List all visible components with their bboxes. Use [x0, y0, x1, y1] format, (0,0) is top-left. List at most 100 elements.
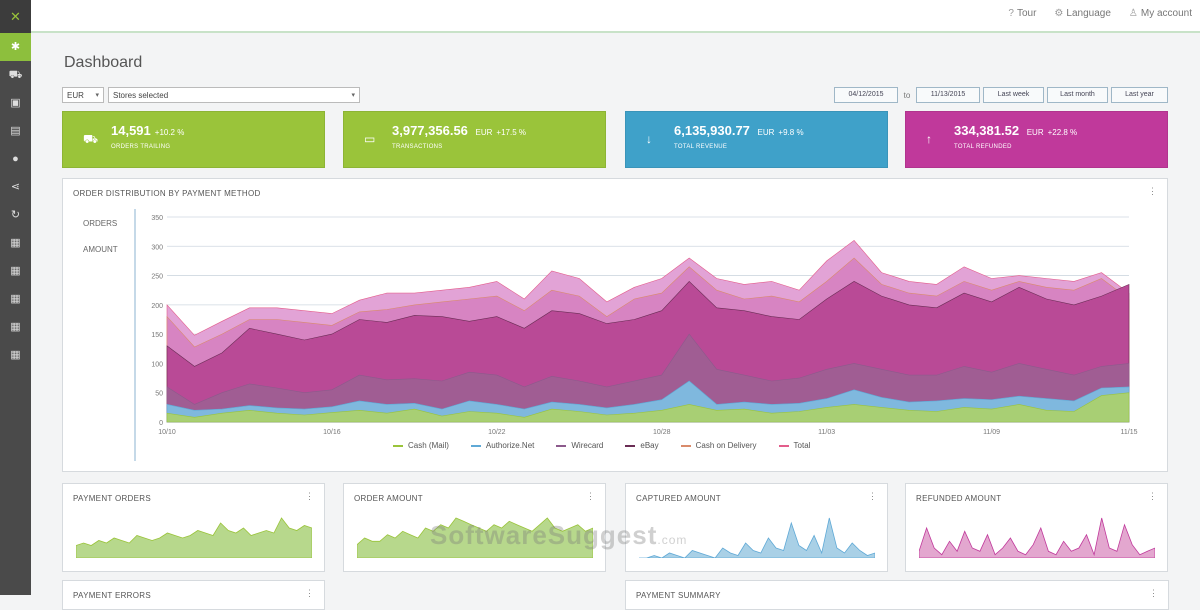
sparkline-area — [357, 517, 593, 558]
legend-swatch — [470, 444, 481, 447]
document-icon: ▤ — [10, 125, 21, 137]
gear-icon: ✱ — [10, 41, 21, 53]
stat-card-total-revenue[interactable]: ↓ 6,135,930.77 EUR +9.8 % TOTAL REVENUE — [625, 111, 888, 168]
x-tick-label: 10/10 — [158, 429, 176, 436]
sidebar-item-9[interactable]: ▦ — [0, 285, 31, 313]
stat-change: +10.2 % — [154, 128, 185, 137]
sidebar-item-4[interactable]: ● — [0, 145, 31, 173]
preset-last-week[interactable]: Last week — [983, 87, 1044, 103]
menu-icon[interactable]: ⋮ — [1148, 491, 1157, 501]
date-to-input[interactable]: 11/13/2015 — [916, 87, 980, 103]
sidebar-item-0[interactable]: ✱ — [0, 33, 31, 61]
page-title: Dashboard — [64, 54, 143, 71]
language-link[interactable]: ⚙ Language — [1054, 8, 1110, 19]
logo[interactable]: ✕ — [0, 0, 31, 33]
sidebar-item-11[interactable]: ▦ — [0, 341, 31, 369]
sidebar-item-6[interactable]: ↻ — [0, 201, 31, 229]
sparkline-area — [639, 517, 875, 558]
legend-swatch — [778, 444, 789, 447]
stat-change: +9.8 % — [778, 128, 804, 137]
area-chart: 0 50 100 150 200 250 300 350 10/10 10/16 10/22 10/2… — [151, 215, 1137, 436]
tour-link[interactable]: ? Tour — [1008, 8, 1036, 19]
sidebar-item-5[interactable]: ⋖ — [0, 173, 31, 201]
report-icon: ▦ — [10, 349, 21, 361]
stat-unit: EUR — [1026, 128, 1044, 137]
x-tick-label: 10/16 — [323, 429, 341, 436]
y-tick-label: 50 — [155, 391, 163, 398]
preset-last-month[interactable]: Last month — [1047, 87, 1108, 103]
y-tick-label: 200 — [151, 303, 163, 310]
metric-amount[interactable]: AMOUNT — [83, 245, 118, 254]
menu-icon[interactable]: ⋮ — [868, 491, 877, 501]
date-range: 04/12/2015 to 11/13/2015 Last week Last … — [834, 87, 1168, 103]
x-tick-label: 10/22 — [488, 429, 506, 436]
stat-value: 334,381.52 EUR +22.8 % — [954, 123, 1077, 138]
metric-divider — [134, 209, 136, 461]
metric-orders[interactable]: ORDERS — [83, 219, 118, 228]
menu-icon[interactable]: ⋮ — [1149, 588, 1158, 598]
menu-icon[interactable]: ⋮ — [586, 491, 595, 501]
legend-item[interactable]: Wirecard — [556, 441, 603, 450]
menu-icon[interactable]: ⋮ — [305, 588, 314, 598]
x-tick-label: 11/09 — [983, 429, 1000, 436]
report-icon: ▦ — [10, 321, 21, 333]
filters: EUR ▾ Stores selected ▾ — [62, 87, 360, 103]
sidebar-item-3[interactable]: ▤ — [0, 117, 31, 145]
sidebar-item-2[interactable]: ▣ — [0, 89, 31, 117]
panel-title: REFUNDED AMOUNT — [916, 494, 1002, 503]
arrow-up-icon: ↑ — [926, 132, 932, 146]
chart-legend: Cash (Mail) Authorize.Net Wirecard eBay Cash… — [393, 441, 810, 450]
tour-label: Tour — [1016, 8, 1037, 19]
x-tick-label: 11/03 — [818, 429, 835, 436]
stat-number: 334,381.52 — [954, 123, 1020, 138]
money-icon: ▭ — [364, 132, 376, 146]
legend-item[interactable]: Total — [778, 441, 811, 450]
stat-card-total-refunded[interactable]: ↑ 334,381.52 EUR +22.8 % TOTAL REFUNDED — [905, 111, 1168, 168]
stat-number: 6,135,930.77 — [674, 123, 750, 138]
mini-panel-captured-amount: CAPTURED AMOUNT ⋮ — [625, 483, 888, 572]
stat-card-orders-trailing[interactable]: ⛟ 14,591 +10.2 % ORDERS TRAILING — [62, 111, 325, 168]
stat-label: ORDERS TRAILING — [111, 144, 171, 150]
sidebar-item-8[interactable]: ▦ — [0, 257, 31, 285]
legend-label: Wirecard — [571, 441, 604, 450]
preset-last-year[interactable]: Last year — [1111, 87, 1168, 103]
currency-select[interactable]: EUR ▾ — [62, 87, 104, 103]
stat-change: +22.8 % — [1047, 128, 1078, 137]
legend-label: Authorize.Net — [485, 441, 535, 450]
legend-item[interactable]: Cash on Delivery — [680, 441, 757, 450]
stat-label: TRANSACTIONS — [392, 144, 443, 150]
currency-value: EUR — [67, 91, 84, 100]
watermark-text: SoftwareSuggest — [430, 520, 658, 550]
legend-swatch — [393, 444, 403, 447]
sidebar-item-10[interactable]: ▦ — [0, 313, 31, 341]
y-tick-label: 350 — [151, 215, 163, 222]
legend-item[interactable]: Authorize.Net — [470, 441, 535, 450]
legend-label: Cash (Mail) — [408, 441, 449, 450]
stat-change: +17.5 % — [496, 128, 526, 137]
arrow-down-icon: ↓ — [646, 132, 652, 146]
menu-icon[interactable]: ⋮ — [1148, 186, 1157, 196]
legend-item[interactable]: Cash (Mail) — [393, 441, 449, 450]
menu-icon[interactable]: ⋮ — [305, 491, 314, 501]
sidebar-item-1[interactable]: ⛟ — [0, 61, 31, 89]
y-tick-label: 0 — [159, 420, 163, 427]
stat-number: 14,591 — [111, 123, 151, 138]
panel-title: PAYMENT ORDERS — [73, 494, 151, 503]
stat-unit: EUR — [475, 128, 493, 137]
mini-panel-order-amount: ORDER AMOUNT ⋮ — [343, 483, 606, 572]
chevron-down-icon: ▾ — [95, 92, 99, 99]
report-icon: ▦ — [10, 265, 21, 277]
watermark: SoftwareSuggest.com — [430, 520, 687, 551]
mini-panel-payment-errors: PAYMENT ERRORS ⋮ — [62, 580, 325, 610]
store-select[interactable]: Stores selected ▾ — [108, 87, 360, 103]
stat-value: 6,135,930.77 EUR +9.8 % — [674, 123, 804, 138]
panel-title: PAYMENT ERRORS — [73, 591, 151, 600]
sidebar-item-7[interactable]: ▦ — [0, 229, 31, 257]
legend-label: Total — [793, 441, 811, 450]
sparkline-chart — [76, 517, 312, 558]
legend-label: Cash on Delivery — [695, 441, 757, 450]
stat-card-transactions[interactable]: ▭ 3,977,356.56 EUR +17.5 % TRANSACTIONS — [343, 111, 606, 168]
account-link[interactable]: ♙ My account — [1129, 8, 1192, 19]
date-from-input[interactable]: 04/12/2015 — [834, 87, 898, 103]
legend-item[interactable]: eBay — [625, 441, 659, 450]
